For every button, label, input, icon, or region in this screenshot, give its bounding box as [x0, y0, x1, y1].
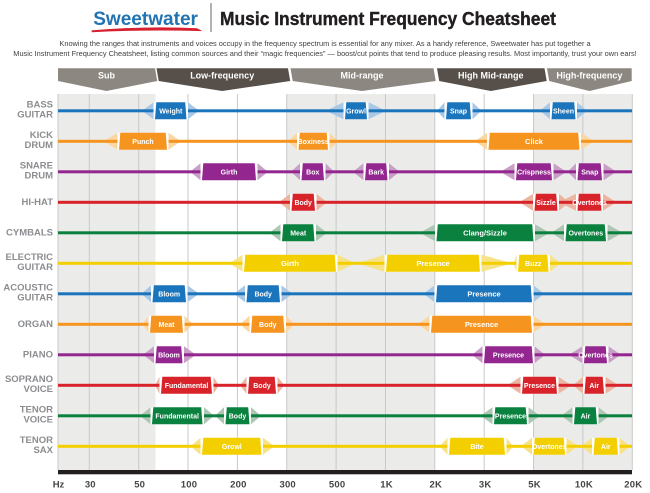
svg-text:Growl: Growl — [346, 108, 366, 115]
svg-text:Presence: Presence — [465, 320, 498, 329]
svg-text:Growl: Growl — [222, 444, 242, 451]
svg-text:Meat: Meat — [290, 230, 307, 237]
svg-text:Presence: Presence — [416, 259, 449, 268]
svg-text:30: 30 — [85, 479, 96, 490]
svg-text:SNARE: SNARE — [20, 161, 53, 172]
svg-text:5K: 5K — [528, 479, 541, 490]
svg-text:Bark: Bark — [368, 169, 384, 176]
svg-text:Boxiness: Boxiness — [298, 139, 329, 146]
svg-text:Presence: Presence — [524, 383, 555, 390]
svg-text:Fundamental: Fundamental — [165, 383, 209, 390]
svg-text:KICK: KICK — [30, 130, 53, 141]
svg-text:Overtones: Overtones — [532, 444, 567, 451]
svg-text:Overtones: Overtones — [578, 352, 613, 359]
svg-text:Buzz: Buzz — [525, 261, 542, 268]
svg-text:SAX: SAX — [33, 445, 53, 456]
svg-text:Mid-range: Mid-range — [340, 71, 383, 81]
svg-text:20K: 20K — [624, 479, 642, 490]
svg-text:ACOUSTIC: ACOUSTIC — [3, 283, 53, 294]
svg-text:Bloom: Bloom — [158, 291, 180, 298]
svg-text:GUITAR: GUITAR — [17, 262, 53, 273]
svg-text:100: 100 — [181, 479, 197, 490]
svg-text:GUITAR: GUITAR — [17, 109, 53, 120]
svg-text:SOPRANO: SOPRANO — [5, 374, 53, 385]
svg-text:Body: Body — [229, 413, 247, 420]
svg-text:TENOR: TENOR — [20, 405, 53, 416]
svg-text:3K: 3K — [479, 479, 492, 490]
svg-text:GUITAR: GUITAR — [17, 292, 53, 303]
svg-text:Low-frequency: Low-frequency — [190, 71, 254, 81]
svg-text:500: 500 — [329, 479, 345, 490]
svg-text:Snap: Snap — [450, 108, 467, 115]
svg-text:Sizzle: Sizzle — [536, 200, 556, 207]
svg-text:CYMBALS: CYMBALS — [6, 228, 53, 239]
svg-text:10K: 10K — [575, 479, 593, 490]
svg-text:2K: 2K — [430, 479, 443, 490]
svg-text:Girth: Girth — [281, 259, 299, 268]
svg-text:Air: Air — [581, 413, 591, 420]
svg-text:Overtones: Overtones — [568, 230, 603, 237]
svg-text:Presence: Presence — [493, 352, 524, 359]
svg-text:Punch: Punch — [132, 139, 153, 146]
svg-text:DRUM: DRUM — [25, 170, 54, 181]
svg-text:1K: 1K — [380, 479, 393, 490]
svg-text:ORGAN: ORGAN — [18, 319, 54, 330]
svg-text:Body: Body — [259, 322, 277, 329]
svg-text:Sheen: Sheen — [553, 108, 574, 115]
svg-text:Sweetwater: Sweetwater — [93, 8, 198, 30]
svg-text:Air: Air — [589, 383, 599, 390]
svg-text:Overtones: Overtones — [572, 200, 607, 207]
svg-text:HI-HAT: HI-HAT — [22, 197, 54, 208]
svg-text:50: 50 — [134, 479, 145, 490]
svg-text:Meat: Meat — [159, 322, 176, 329]
svg-text:200: 200 — [230, 479, 246, 490]
svg-text:Air: Air — [601, 444, 611, 451]
svg-text:Weight: Weight — [159, 108, 183, 115]
svg-text:Snap: Snap — [581, 169, 598, 176]
svg-text:DRUM: DRUM — [25, 140, 54, 151]
svg-text:Girth: Girth — [221, 169, 238, 176]
svg-text:High Mid-range: High Mid-range — [458, 71, 524, 81]
svg-text:Body: Body — [294, 200, 312, 207]
svg-text:PIANO: PIANO — [23, 350, 53, 361]
svg-text:Crispness: Crispness — [517, 169, 551, 176]
svg-text:VOICE: VOICE — [23, 384, 53, 395]
svg-text:Body: Body — [253, 383, 271, 390]
svg-text:Presence: Presence — [467, 289, 500, 298]
svg-text:Clang/Sizzle: Clang/Sizzle — [463, 228, 507, 237]
svg-text:Hz: Hz — [53, 479, 65, 490]
svg-text:High-frequency: High-frequency — [556, 71, 622, 81]
svg-text:Sub: Sub — [98, 71, 116, 81]
svg-text:TENOR: TENOR — [20, 435, 53, 446]
svg-text:ELECTRIC: ELECTRIC — [6, 252, 54, 263]
svg-text:BASS: BASS — [27, 100, 53, 111]
svg-text:VOICE: VOICE — [23, 414, 53, 425]
svg-text:Bite: Bite — [470, 444, 483, 451]
svg-text:Presence: Presence — [495, 413, 526, 420]
svg-text:300: 300 — [279, 479, 295, 490]
svg-text:Fundamental: Fundamental — [155, 413, 199, 420]
svg-text:Box: Box — [306, 169, 319, 176]
svg-text:Click: Click — [525, 137, 544, 146]
svg-text:Bloom: Bloom — [158, 352, 180, 359]
svg-text:Body: Body — [254, 291, 272, 298]
